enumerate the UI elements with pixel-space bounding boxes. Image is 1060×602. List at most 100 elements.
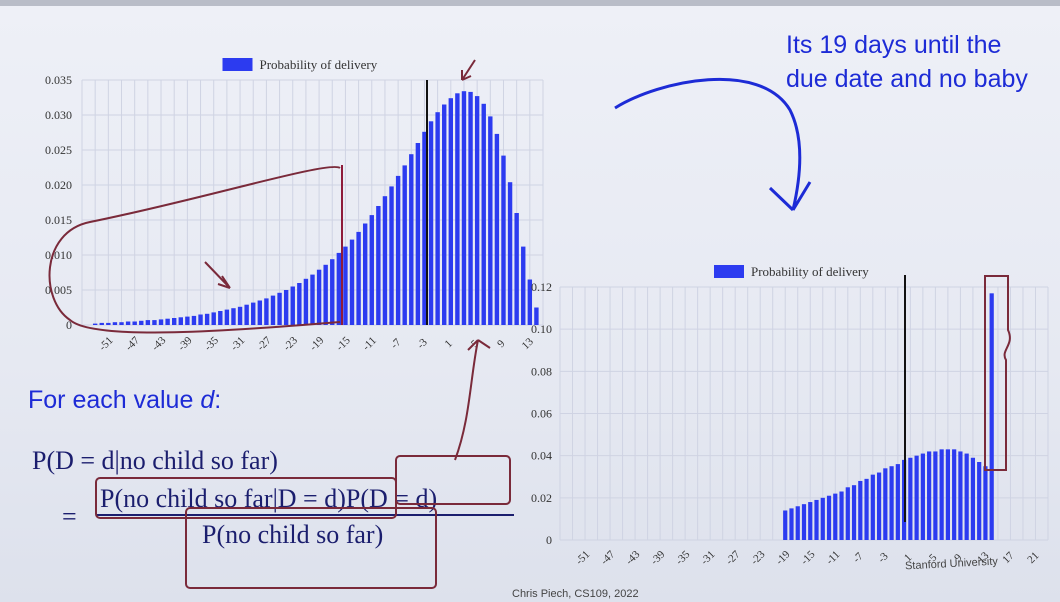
- bar: [178, 317, 183, 325]
- bar: [211, 312, 216, 325]
- bar: [977, 461, 982, 540]
- bar: [277, 292, 282, 325]
- slide-top-bar: [0, 0, 1060, 6]
- bar: [349, 239, 355, 325]
- bar: [303, 278, 309, 325]
- y-tick-label: 0.020: [45, 178, 72, 192]
- legend-label: Probability of delivery: [260, 57, 378, 72]
- legend-swatch: [714, 265, 744, 278]
- bar: [514, 213, 519, 325]
- bar: [99, 322, 104, 325]
- bar: [507, 182, 513, 325]
- bar: [369, 215, 374, 325]
- bar: [395, 175, 401, 325]
- y-tick-label: 0.030: [45, 108, 72, 122]
- bar: [534, 307, 539, 325]
- bar: [310, 274, 315, 325]
- fraction-bar: [96, 514, 514, 516]
- bar: [864, 478, 869, 540]
- bar: [402, 165, 407, 325]
- bar: [908, 457, 913, 540]
- bar: [244, 304, 249, 325]
- bar: [257, 300, 263, 325]
- bar: [356, 231, 361, 325]
- y-tick-label: 0.10: [531, 322, 552, 336]
- bar: [409, 154, 414, 325]
- y-tick-label: 0.035: [45, 73, 72, 87]
- bar: [920, 453, 925, 540]
- bar: [415, 143, 421, 325]
- bar: [251, 302, 256, 325]
- y-tick-label: 0: [66, 318, 72, 332]
- bar: [833, 493, 838, 540]
- bar: [527, 279, 533, 325]
- bar: [914, 455, 919, 540]
- bar: [933, 451, 938, 540]
- bar: [112, 322, 118, 325]
- bar: [237, 306, 243, 325]
- denominator-box: [185, 507, 437, 589]
- bar: [958, 451, 963, 540]
- bar: [927, 451, 932, 540]
- bar: [376, 206, 381, 325]
- bar: [165, 318, 170, 325]
- bar: [839, 491, 844, 540]
- bar: [889, 466, 894, 540]
- bar: [783, 510, 788, 540]
- bar: [290, 286, 295, 325]
- bar: [455, 93, 460, 325]
- bar: [481, 103, 486, 325]
- legend-label: Probability of delivery: [751, 264, 869, 279]
- spike-bracket: [984, 275, 1011, 471]
- bar: [952, 449, 957, 540]
- bar: [461, 91, 467, 325]
- y-tick-label: 0.06: [531, 407, 552, 421]
- bar: [231, 308, 236, 325]
- bar: [883, 468, 888, 540]
- legend-swatch: [222, 58, 253, 71]
- annotation-note: Its 19 days until the due date and no ba…: [786, 31, 1028, 93]
- bar: [125, 321, 131, 325]
- bar: [448, 98, 453, 325]
- bar: [468, 91, 473, 326]
- bar: [428, 121, 434, 325]
- heading-variable: d: [200, 386, 215, 414]
- bar: [264, 298, 269, 325]
- y-tick-label: 0.04: [531, 449, 552, 463]
- bar: [442, 104, 447, 325]
- bar: [106, 322, 111, 325]
- bar: [870, 474, 875, 540]
- bar: [132, 321, 137, 325]
- y-tick-label: 0.02: [531, 491, 552, 505]
- y-tick-label: 0.12: [531, 280, 552, 294]
- bar: [939, 449, 944, 540]
- bar: [858, 480, 863, 540]
- bar: [172, 318, 177, 325]
- bar: [283, 290, 289, 325]
- bar: [814, 499, 819, 540]
- bar: [362, 223, 368, 325]
- bar: [789, 508, 794, 540]
- bar: [945, 449, 950, 540]
- bar: [494, 133, 500, 325]
- bar: [876, 472, 882, 540]
- bar: [330, 259, 335, 325]
- heading-text: For each value: [28, 386, 201, 414]
- bar: [92, 323, 98, 325]
- bar: [970, 457, 976, 540]
- bar: [801, 504, 807, 540]
- y-tick-label: 0.015: [45, 213, 72, 227]
- bar: [989, 293, 994, 540]
- formula-denominator: P(no child so far): [202, 520, 384, 549]
- bar: [488, 116, 493, 326]
- bar: [224, 309, 230, 325]
- peak-arrow: [461, 59, 476, 81]
- bar: [270, 295, 276, 325]
- y-tick-label: 0: [546, 533, 552, 547]
- loop-annotation: [48, 166, 341, 334]
- formula-equals: =: [62, 502, 77, 531]
- bar: [185, 316, 190, 325]
- bar: [435, 112, 440, 325]
- bar: [422, 131, 427, 325]
